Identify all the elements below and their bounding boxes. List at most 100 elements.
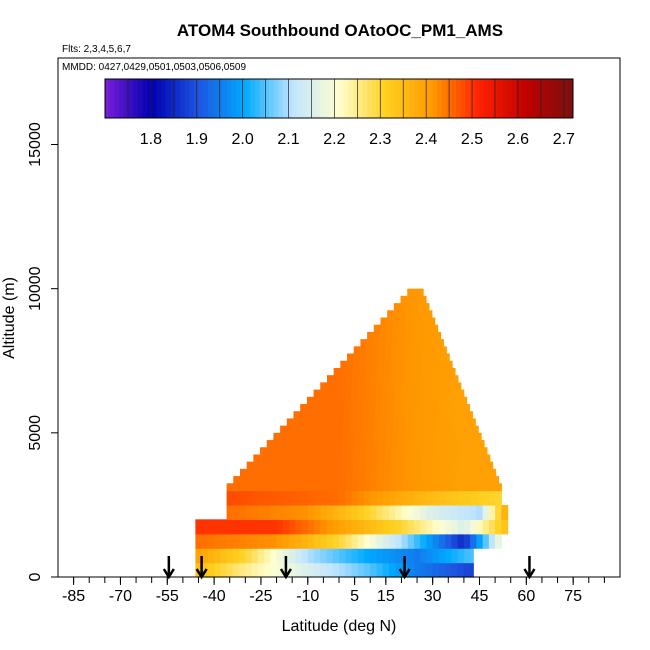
heatmap-cell (451, 548, 459, 556)
heatmap-cell (474, 418, 476, 427)
heatmap-cell (251, 533, 259, 542)
heatmap-cell (239, 512, 246, 520)
heatmap-cell (344, 389, 352, 398)
heatmap-cell (357, 389, 365, 398)
heatmap-cell (416, 447, 423, 456)
heatmap-cell (276, 533, 284, 542)
heatmap-cell (458, 468, 466, 477)
heatmap-cell (467, 432, 474, 441)
heatmap-cell (279, 440, 287, 448)
heatmap-cell (410, 440, 418, 448)
heatmap-cell (386, 425, 394, 434)
heatmap-cell (390, 360, 398, 369)
heatmap-cell (339, 533, 346, 542)
heatmap-cell (264, 519, 271, 528)
heatmap-cell (276, 526, 284, 535)
heatmap-cell (285, 432, 293, 441)
heatmap-cell (359, 447, 367, 456)
heatmap-cell (320, 562, 328, 571)
heatmap-cell (382, 519, 390, 528)
heatmap-cell (399, 411, 407, 420)
heatmap-cell (391, 339, 399, 347)
colorbar-segment (142, 79, 148, 118)
heatmap-cell (401, 504, 409, 513)
heatmap-cell (289, 555, 296, 564)
heatmap-cell (407, 569, 415, 578)
heatmap-cell (314, 519, 321, 528)
heatmap-cell (396, 367, 403, 376)
heatmap-cell (282, 533, 290, 542)
heatmap-cell (407, 497, 415, 506)
heatmap-cell (232, 497, 240, 506)
heatmap-cell (381, 396, 389, 405)
heatmap-cell (413, 562, 421, 571)
heatmap-cell (396, 461, 404, 470)
heatmap-cell (195, 526, 203, 535)
heatmap-cell (326, 490, 334, 499)
heatmap-cell (259, 454, 267, 463)
heatmap-cell (388, 490, 396, 499)
heatmap-cell (407, 504, 415, 513)
heatmap-cell (457, 497, 465, 506)
heatmap-cell (400, 295, 408, 304)
heatmap-cell (367, 425, 375, 434)
heatmap-cell (340, 360, 348, 369)
heatmap-cell (251, 562, 259, 571)
heatmap-cell (360, 440, 368, 448)
colorbar-segment (156, 79, 162, 118)
heatmap-cell (450, 396, 458, 405)
heatmap-cell (482, 533, 490, 542)
heatmap-cell (363, 389, 371, 398)
colorbar-segment (413, 79, 420, 118)
heatmap-cell (214, 562, 221, 571)
heatmap-cell (239, 562, 246, 571)
heatmap-cell (301, 476, 309, 484)
heatmap-cell (295, 562, 303, 571)
heatmap-cell (414, 367, 422, 376)
heatmap-cells (195, 288, 509, 578)
heatmap-cell (373, 425, 381, 434)
heatmap-cell (347, 454, 354, 463)
heatmap-cell (310, 447, 317, 456)
heatmap-cell (426, 555, 434, 564)
heatmap-cell (310, 432, 318, 441)
heatmap-cell (465, 454, 473, 463)
heatmap-cell (295, 548, 303, 556)
heatmap-cell (457, 540, 465, 549)
heatmap-cell (251, 483, 259, 492)
heatmap-cell (405, 324, 412, 333)
heatmap-cell (476, 526, 484, 535)
heatmap-cell (330, 425, 337, 434)
heatmap-cell (270, 562, 278, 571)
heatmap-cell (298, 425, 306, 434)
heatmap-cell (393, 404, 401, 412)
heatmap-cell (317, 432, 324, 441)
heatmap-cell (409, 346, 417, 355)
heatmap-cell (282, 519, 290, 528)
heatmap-cell (314, 548, 321, 556)
heatmap-cell (265, 454, 273, 463)
heatmap-cell (324, 411, 332, 420)
heatmap-cell (391, 440, 399, 448)
x-tick-label: 60 (517, 588, 535, 605)
heatmap-cell (374, 418, 382, 427)
heatmap-cell (413, 512, 421, 520)
heatmap-cell (405, 418, 413, 427)
heatmap-cell (400, 404, 407, 412)
heatmap-cell (457, 526, 465, 535)
heatmap-cell (332, 569, 340, 578)
heatmap-cell (291, 447, 299, 456)
heatmap-cell (406, 295, 414, 304)
heatmap-cell (370, 562, 378, 571)
heatmap-cell (341, 447, 349, 456)
heatmap-cell (347, 353, 354, 362)
colorbar-segment (348, 79, 354, 118)
heatmap-cell (279, 432, 287, 441)
heatmap-cell (395, 375, 403, 383)
heatmap-cell (324, 418, 332, 427)
heatmap-cell (501, 519, 509, 528)
heatmap-cell (495, 540, 502, 549)
heatmap-cell (438, 396, 445, 405)
heatmap-cell (295, 476, 303, 484)
heatmap-cell (420, 504, 428, 513)
